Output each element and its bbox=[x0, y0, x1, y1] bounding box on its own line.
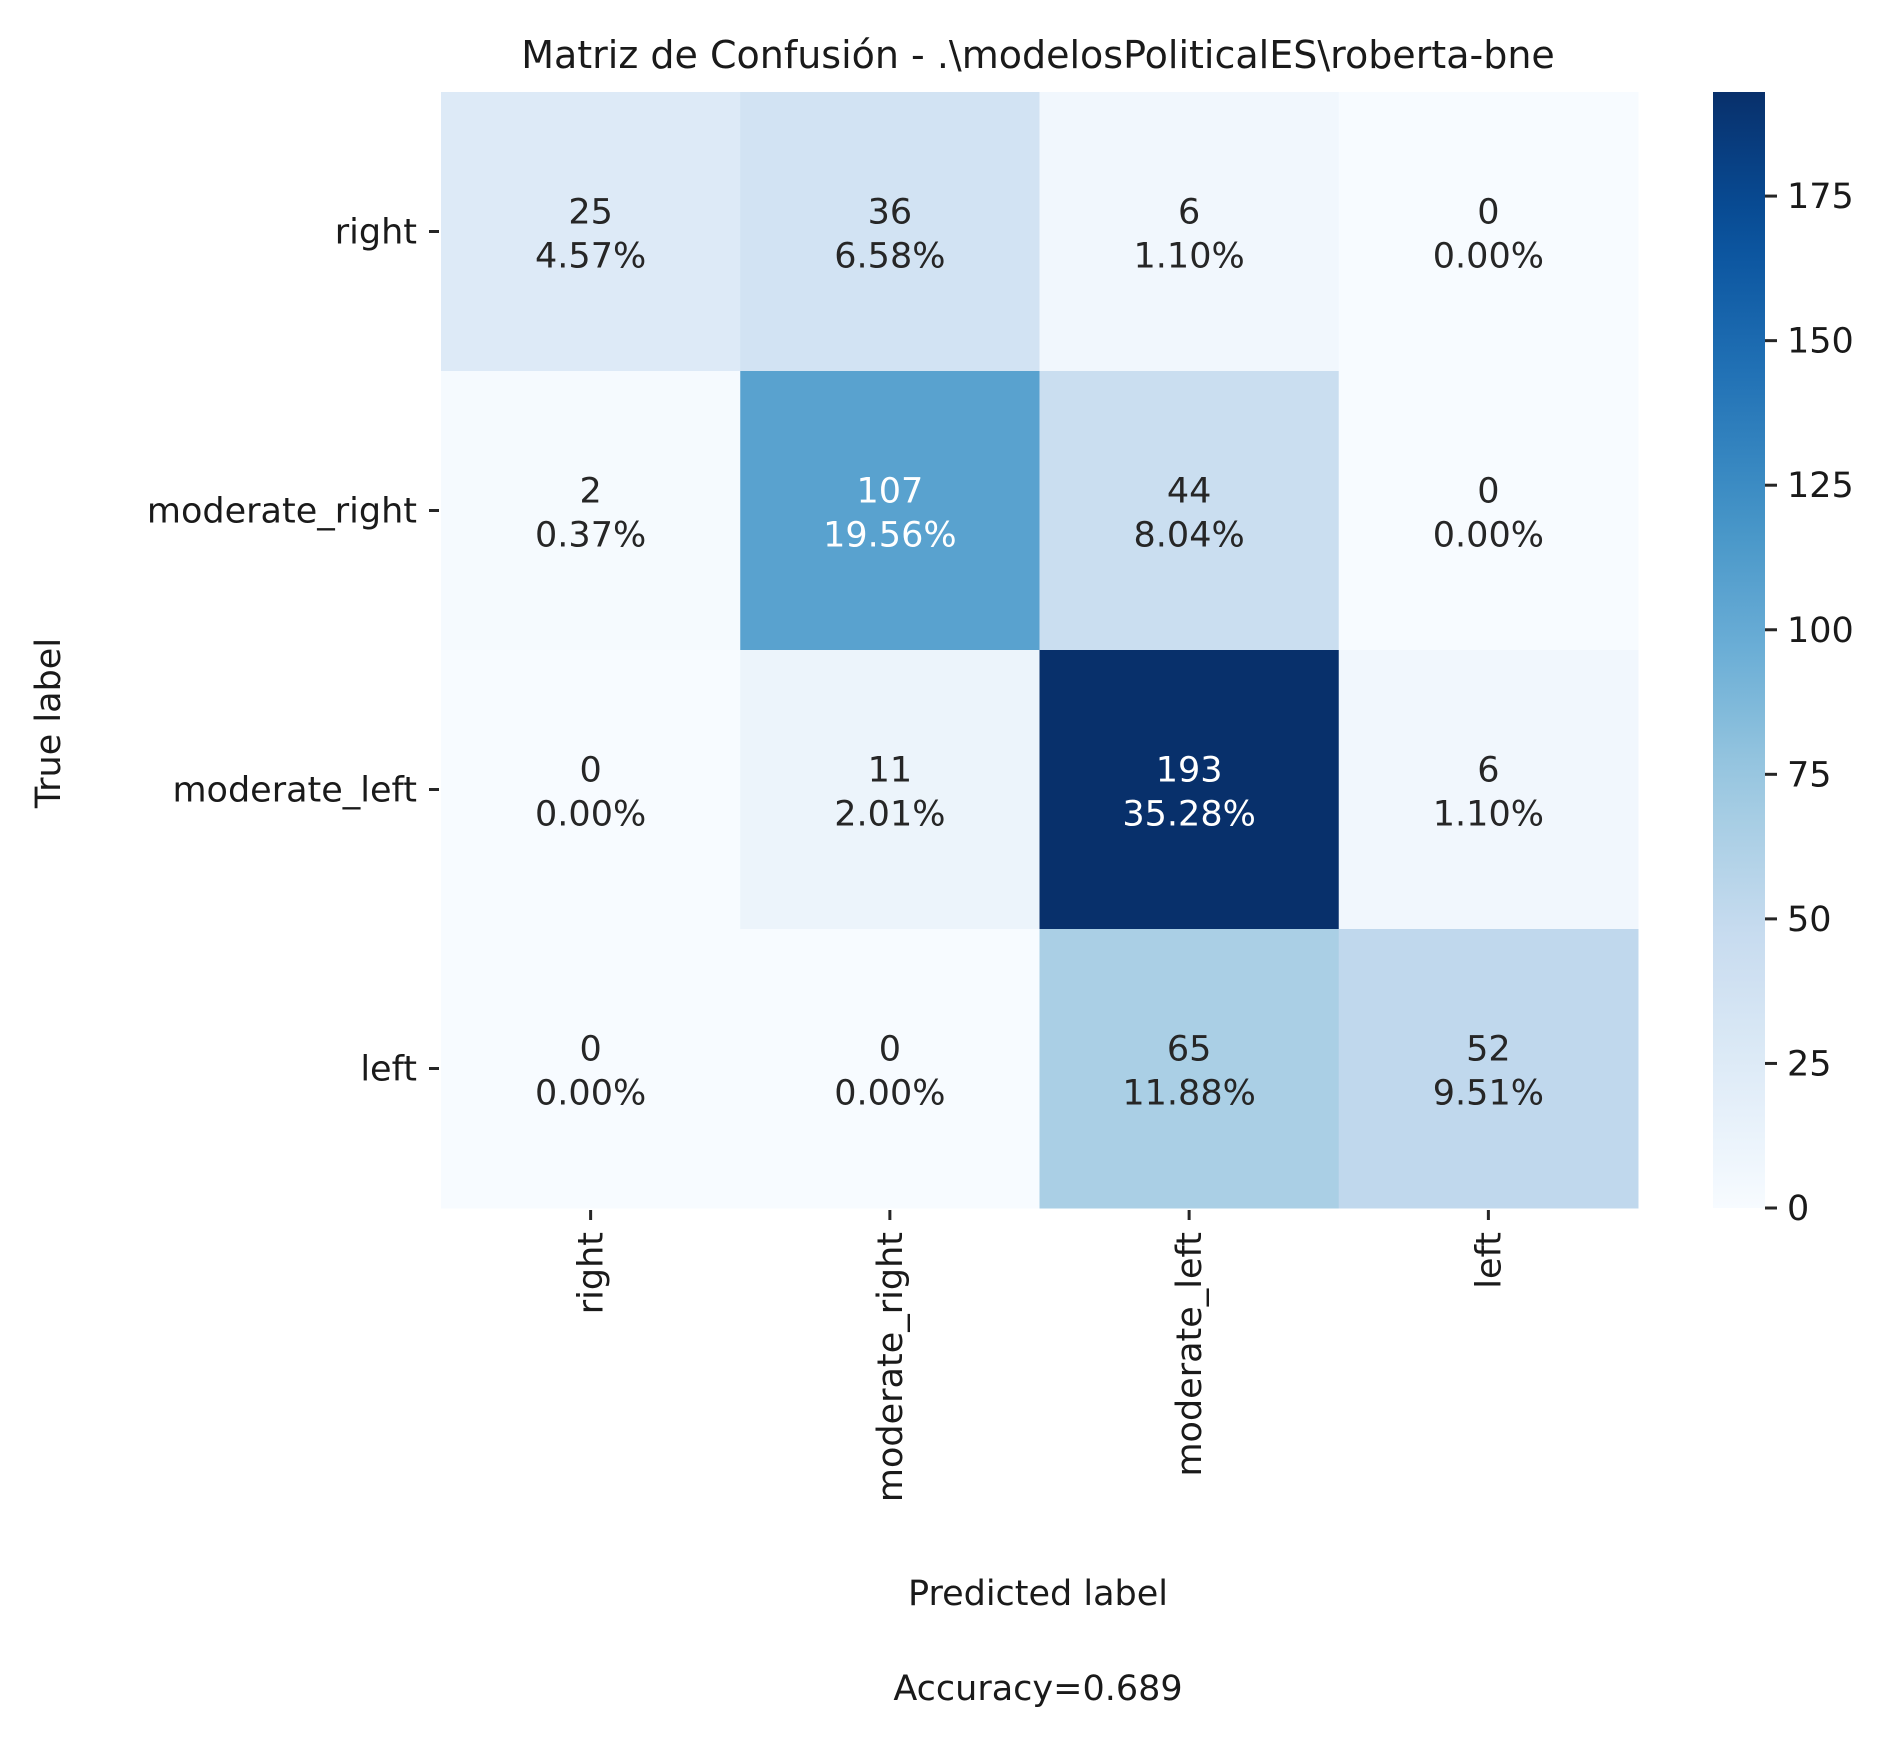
cell-count-label: 0 bbox=[1477, 472, 1499, 512]
accuracy-footer: Accuracy=0.689 bbox=[893, 1669, 1182, 1709]
heatmap-annotations: 254.57%366.58%61.10%00.00%20.37%10719.56… bbox=[535, 193, 1544, 1114]
cell-percentage-label: 0.00% bbox=[535, 795, 646, 835]
colorbar-tick-label: 75 bbox=[1787, 755, 1832, 795]
cell-percentage-label: 9.51% bbox=[1433, 1074, 1544, 1114]
cell-percentage-label: 2.01% bbox=[834, 795, 945, 835]
cell-count-label: 44 bbox=[1167, 472, 1212, 512]
heatmap-cell bbox=[1338, 650, 1639, 930]
cell-percentage-label: 6.58% bbox=[834, 237, 945, 277]
y-tick-label: right bbox=[335, 213, 417, 253]
y-tick-label: moderate_left bbox=[172, 771, 417, 811]
heatmap-cell bbox=[1338, 92, 1639, 372]
cell-percentage-label: 0.37% bbox=[535, 516, 646, 556]
cell-percentage-label: 1.10% bbox=[1433, 795, 1544, 835]
cell-percentage-label: 1.10% bbox=[1134, 237, 1245, 277]
heatmap-cell bbox=[441, 92, 741, 372]
colorbar-tick-label: 100 bbox=[1787, 611, 1854, 651]
cell-percentage-label: 4.57% bbox=[535, 237, 646, 277]
cell-count-label: 36 bbox=[868, 193, 913, 233]
y-tick-label: left bbox=[360, 1050, 417, 1090]
heatmap-cell bbox=[1338, 929, 1639, 1209]
cell-percentage-label: 19.56% bbox=[823, 516, 956, 556]
cell-count-label: 107 bbox=[856, 472, 923, 512]
colorbar-tick-label: 175 bbox=[1787, 177, 1854, 217]
cell-count-label: 25 bbox=[568, 193, 613, 233]
x-tick-label: left bbox=[1469, 1232, 1509, 1289]
cell-count-label: 0 bbox=[579, 751, 601, 791]
heatmap-cells bbox=[441, 92, 1639, 1209]
colorbar-tick-label: 25 bbox=[1787, 1044, 1832, 1084]
cell-percentage-label: 0.00% bbox=[535, 1074, 646, 1114]
colorbar-tick-label: 150 bbox=[1787, 322, 1854, 362]
colorbar-tick-label: 0 bbox=[1787, 1189, 1809, 1229]
colorbar-tick-label: 50 bbox=[1787, 900, 1832, 940]
cell-percentage-label: 0.00% bbox=[1433, 516, 1544, 556]
cell-count-label: 6 bbox=[1477, 751, 1499, 791]
heatmap-cell bbox=[740, 371, 1040, 651]
cell-count-label: 11 bbox=[868, 751, 913, 791]
x-axis: right moderate_right moderate_left left bbox=[572, 1210, 1509, 1502]
heatmap-cell bbox=[1039, 371, 1340, 651]
heatmap-cell bbox=[441, 650, 741, 930]
x-tick-label: moderate_right bbox=[871, 1232, 911, 1502]
y-axis-title: True label bbox=[29, 638, 69, 809]
cell-percentage-label: 11.88% bbox=[1122, 1074, 1255, 1114]
cell-count-label: 2 bbox=[579, 472, 601, 512]
heatmap-cell bbox=[1039, 650, 1340, 930]
cell-count-label: 193 bbox=[1156, 751, 1223, 791]
cell-count-label: 52 bbox=[1466, 1030, 1511, 1070]
heatmap-cell bbox=[740, 929, 1040, 1209]
y-tick-label: moderate_right bbox=[147, 492, 417, 532]
chart-title: Matriz de Confusión - .\modelosPolitical… bbox=[521, 33, 1555, 77]
x-tick-label: moderate_left bbox=[1170, 1232, 1210, 1477]
x-axis-title: Predicted label bbox=[908, 1574, 1168, 1614]
heatmap-cell bbox=[1039, 92, 1340, 372]
heatmap-cell bbox=[1039, 929, 1340, 1209]
cell-percentage-label: 0.00% bbox=[1433, 237, 1544, 277]
cell-percentage-label: 35.28% bbox=[1122, 795, 1255, 835]
heatmap-cell bbox=[441, 371, 741, 651]
heatmap-cell bbox=[740, 650, 1040, 930]
x-tick-label: right bbox=[572, 1232, 612, 1314]
cell-count-label: 0 bbox=[579, 1030, 601, 1070]
heatmap-cell bbox=[740, 92, 1040, 372]
cell-count-label: 6 bbox=[1178, 193, 1200, 233]
colorbar-gradient bbox=[1713, 92, 1765, 1208]
cell-percentage-label: 0.00% bbox=[834, 1074, 945, 1114]
cell-count-label: 0 bbox=[879, 1030, 901, 1070]
heatmap-cell bbox=[441, 929, 741, 1209]
colorbar: 0 25 50 75 100 125 150 175 bbox=[1713, 92, 1854, 1229]
heatmap-cell bbox=[1338, 371, 1639, 651]
colorbar-tick-label: 125 bbox=[1787, 466, 1854, 506]
cell-count-label: 0 bbox=[1477, 193, 1499, 233]
cell-count-label: 65 bbox=[1167, 1030, 1212, 1070]
cell-percentage-label: 8.04% bbox=[1134, 516, 1245, 556]
